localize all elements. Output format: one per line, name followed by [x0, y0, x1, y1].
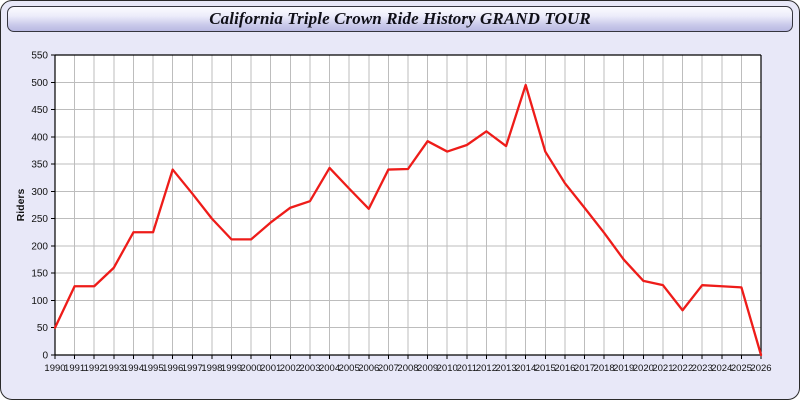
x-tick-label: 1999 — [221, 363, 242, 374]
y-tick-label: 50 — [37, 323, 49, 334]
x-tick-label: 2009 — [417, 363, 438, 374]
plot-container: 0 50 100 150 200 250 300 350 400 450 500 550 1990 19… — [11, 37, 791, 387]
x-tick-label: 2026 — [750, 363, 771, 374]
x-tick-label: 2006 — [358, 363, 379, 374]
x-tick-label: 2011 — [457, 363, 477, 374]
x-tick-label: 2005 — [339, 363, 360, 374]
x-tick-label: 1995 — [142, 363, 163, 374]
y-tick-label: 250 — [31, 214, 48, 225]
x-tick-label: 2015 — [535, 363, 556, 374]
x-tick-label: 1996 — [162, 363, 183, 374]
x-tick-label: 2007 — [378, 363, 399, 374]
y-tick-label: 200 — [31, 241, 48, 252]
x-tick-label: 2010 — [437, 363, 458, 374]
y-tick-label: 550 — [31, 51, 48, 62]
y-tick-label: 100 — [31, 296, 48, 307]
y-tick-label: 300 — [31, 187, 48, 198]
y-tick-label: 450 — [31, 105, 48, 116]
y-axis-ticks: 0 50 100 150 200 250 300 350 400 450 500 550 — [31, 51, 55, 362]
x-tick-label: 1990 — [44, 363, 65, 374]
x-tick-label: 2024 — [711, 363, 732, 374]
x-tick-label: 2017 — [574, 363, 595, 374]
x-tick-label: 2000 — [241, 363, 262, 374]
x-axis-ticks: 1990199119921993199419951996199719981999… — [44, 355, 772, 374]
x-tick-label: 2004 — [319, 363, 340, 374]
x-tick-label: 2019 — [613, 363, 634, 374]
x-tick-label: 2001 — [260, 363, 281, 374]
x-tick-label: 2002 — [280, 363, 301, 374]
y-axis-label: Riders — [15, 189, 27, 222]
x-tick-label: 2014 — [515, 363, 536, 374]
x-tick-label: 2016 — [554, 363, 575, 374]
y-tick-label: 350 — [31, 160, 48, 171]
x-tick-label: 2003 — [299, 363, 320, 374]
x-tick-label: 1998 — [201, 363, 222, 374]
y-tick-label: 400 — [31, 132, 48, 143]
x-tick-label: 1991 — [64, 363, 85, 374]
x-tick-label: 1992 — [84, 363, 105, 374]
x-tick-label: 2023 — [692, 363, 713, 374]
y-tick-label: 0 — [42, 351, 48, 362]
y-tick-label: 150 — [31, 269, 48, 280]
title-bar: California Triple Crown Ride History GRA… — [7, 6, 793, 32]
x-tick-label: 2021 — [652, 363, 673, 374]
chart-title: California Triple Crown Ride History GRA… — [209, 9, 591, 28]
x-tick-label: 2012 — [476, 363, 497, 374]
x-tick-label: 2018 — [594, 363, 615, 374]
x-tick-label: 2025 — [731, 363, 752, 374]
riders-series — [53, 83, 763, 357]
x-tick-label: 1993 — [103, 363, 124, 374]
y-tick-label: 500 — [31, 78, 48, 89]
x-tick-label: 2022 — [672, 363, 693, 374]
x-tick-label: 1994 — [123, 363, 144, 374]
x-tick-label: 2008 — [397, 363, 418, 374]
x-tick-label: 2013 — [495, 363, 516, 374]
x-tick-label: 1997 — [182, 363, 203, 374]
x-tick-label: 2020 — [633, 363, 654, 374]
